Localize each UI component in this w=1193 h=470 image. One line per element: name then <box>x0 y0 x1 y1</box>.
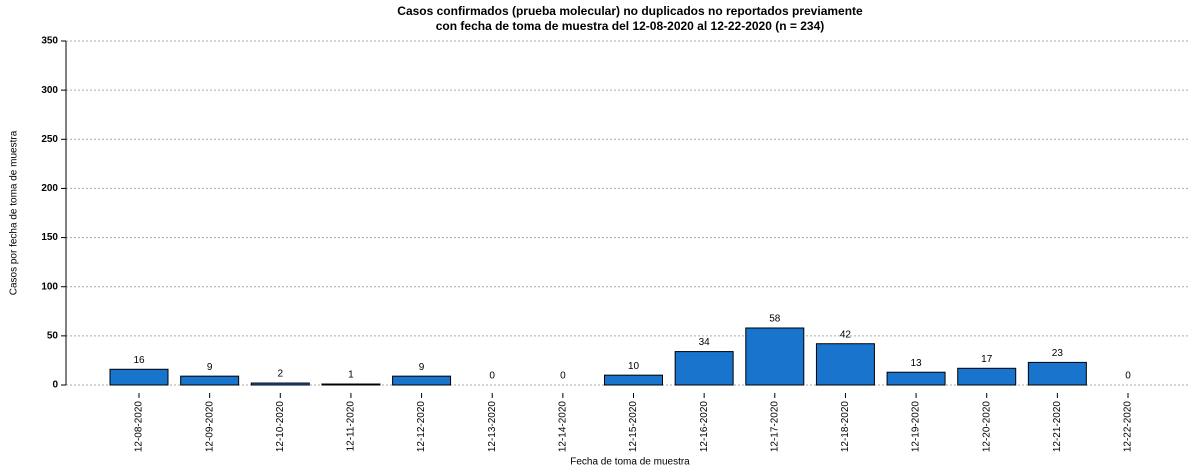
data-label: 16 <box>133 355 145 366</box>
data-label: 58 <box>769 314 781 325</box>
data-label: 9 <box>419 362 425 373</box>
y-tick-label: 150 <box>41 232 58 243</box>
x-tick-label: 12-11-2020 <box>346 401 357 452</box>
x-tick-label: 12-19-2020 <box>911 401 922 453</box>
x-tick-label: 12-18-2020 <box>840 401 851 453</box>
y-tick-label: 200 <box>41 183 58 194</box>
bar <box>745 327 805 386</box>
data-label: 0 <box>489 371 495 382</box>
x-tick-label: 12-17-2020 <box>769 401 780 453</box>
bar <box>321 383 381 386</box>
y-axis-label: Casos por fecha de toma de muestra <box>9 130 20 295</box>
bar <box>957 367 1017 386</box>
x-tick-label: 12-13-2020 <box>487 401 498 453</box>
data-label: 42 <box>840 329 852 340</box>
y-tick-label: 250 <box>41 134 58 145</box>
y-tick-label: 0 <box>52 380 58 391</box>
data-label: 23 <box>1052 348 1064 359</box>
data-label: 10 <box>628 361 640 372</box>
bar <box>886 371 946 386</box>
bar <box>604 374 663 386</box>
x-tick-label: 12-12-2020 <box>416 401 427 453</box>
data-label: 34 <box>699 337 711 348</box>
x-tick-label: 12-09-2020 <box>204 401 215 453</box>
data-label: 2 <box>278 369 284 380</box>
data-label: 0 <box>560 371 566 382</box>
data-label: 1 <box>348 370 354 381</box>
bar <box>815 343 875 386</box>
x-tick-label: 12-14-2020 <box>557 401 568 453</box>
y-tick-label: 300 <box>41 85 58 96</box>
y-tick-label: 50 <box>47 330 59 341</box>
x-tick-label: 12-21-2020 <box>1052 401 1063 453</box>
bar <box>392 375 452 386</box>
x-tick-label: 12-10-2020 <box>275 401 286 453</box>
x-axis-label: Fecha de toma de muestra <box>570 457 690 468</box>
bar <box>674 351 734 386</box>
data-label: 13 <box>911 358 923 369</box>
y-tick-label: 100 <box>41 281 58 292</box>
y-tick-label: 350 <box>41 36 58 47</box>
chart-title: Casos confirmados (prueba molecular) no … <box>397 4 863 18</box>
bar <box>180 375 240 386</box>
x-tick-label: 12-22-2020 <box>1123 401 1134 453</box>
x-tick-label: 12-16-2020 <box>699 401 710 453</box>
data-label: 9 <box>207 362 213 373</box>
bar <box>109 368 169 386</box>
data-label: 0 <box>1125 371 1131 382</box>
x-tick-label: 12-15-2020 <box>628 401 639 453</box>
x-tick-label: 12-20-2020 <box>981 401 992 453</box>
bar <box>250 382 310 386</box>
data-label: 17 <box>981 354 993 365</box>
chart-title: con fecha de toma de muestra del 12-08-2… <box>436 19 825 33</box>
x-tick-label: 12-08-2020 <box>134 401 145 453</box>
bar <box>1027 361 1087 386</box>
